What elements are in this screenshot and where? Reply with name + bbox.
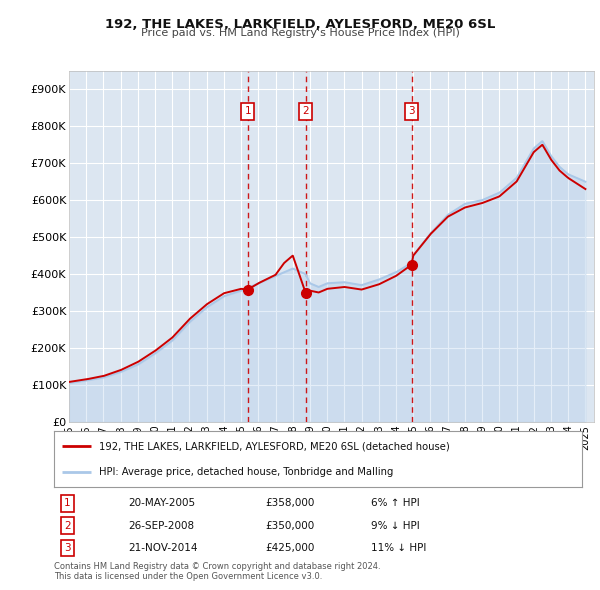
Text: 9% ↓ HPI: 9% ↓ HPI xyxy=(371,520,419,530)
Text: £425,000: £425,000 xyxy=(265,543,314,553)
Text: 26-SEP-2008: 26-SEP-2008 xyxy=(128,520,194,530)
Text: 3: 3 xyxy=(64,543,71,553)
Text: 1: 1 xyxy=(244,106,251,116)
Text: £358,000: £358,000 xyxy=(265,499,314,508)
Text: 192, THE LAKES, LARKFIELD, AYLESFORD, ME20 6SL (detached house): 192, THE LAKES, LARKFIELD, AYLESFORD, ME… xyxy=(99,441,449,451)
Text: £350,000: £350,000 xyxy=(265,520,314,530)
Text: 1: 1 xyxy=(64,499,71,508)
Text: Price paid vs. HM Land Registry's House Price Index (HPI): Price paid vs. HM Land Registry's House … xyxy=(140,28,460,38)
Text: 3: 3 xyxy=(408,106,415,116)
Text: 20-MAY-2005: 20-MAY-2005 xyxy=(128,499,195,508)
Text: Contains HM Land Registry data © Crown copyright and database right 2024.
This d: Contains HM Land Registry data © Crown c… xyxy=(54,562,380,581)
Text: 11% ↓ HPI: 11% ↓ HPI xyxy=(371,543,426,553)
Text: 192, THE LAKES, LARKFIELD, AYLESFORD, ME20 6SL: 192, THE LAKES, LARKFIELD, AYLESFORD, ME… xyxy=(105,18,495,31)
Text: 2: 2 xyxy=(64,520,71,530)
Text: 2: 2 xyxy=(302,106,309,116)
Text: 6% ↑ HPI: 6% ↑ HPI xyxy=(371,499,419,508)
Text: 21-NOV-2014: 21-NOV-2014 xyxy=(128,543,197,553)
Text: HPI: Average price, detached house, Tonbridge and Malling: HPI: Average price, detached house, Tonb… xyxy=(99,467,393,477)
